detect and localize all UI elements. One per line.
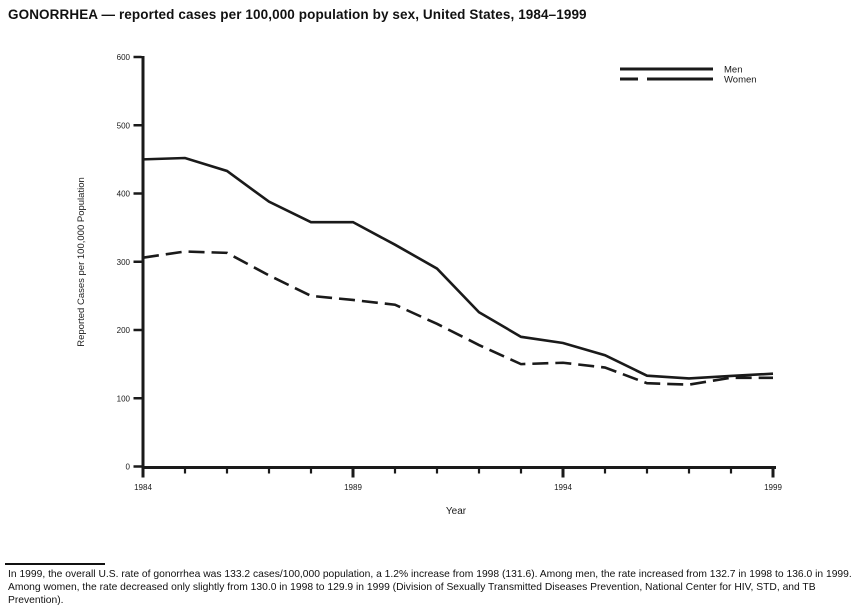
y-axis-title: Reported Cases per 100,000 Population	[76, 177, 87, 347]
x-tick-label: 1999	[764, 483, 782, 492]
legend: Men Women	[620, 65, 757, 86]
y-tick-label: 200	[117, 326, 131, 335]
y-tick-label: 100	[117, 394, 131, 403]
footnote: In 1999, the overall U.S. rate of gonorr…	[0, 563, 863, 607]
legend-women-label: Women	[724, 75, 757, 86]
series-line-women	[142, 250, 774, 386]
x-tick-label: 1994	[554, 483, 572, 492]
y-tick-label: 500	[117, 121, 131, 130]
series-lines	[142, 156, 774, 386]
footnote-separator	[5, 563, 105, 565]
x-axis-title: Year	[446, 506, 467, 517]
x-tick-label: 1989	[344, 483, 362, 492]
y-tick-label: 300	[117, 258, 131, 267]
x-tick-label: 1984	[134, 483, 152, 492]
y-axis-ticks: 0 100 200 300 400 500 600	[117, 53, 142, 472]
gonorrhea-line-chart: 0 100 200 300 400 500 600 1984 1989 1994 1999 Rep…	[76, 53, 782, 517]
chart-title: GONORRHEA — reported cases per 100,000 p…	[8, 7, 587, 22]
y-tick-label: 400	[117, 190, 131, 199]
y-tick-label: 0	[126, 463, 131, 472]
footnote-text: In 1999, the overall U.S. rate of gonorr…	[8, 569, 852, 606]
y-tick-label: 600	[117, 53, 131, 62]
series-line-men	[142, 156, 774, 380]
legend-men-label: Men	[724, 65, 742, 76]
x-axis-ticks: 1984 1989 1994 1999	[134, 469, 782, 492]
